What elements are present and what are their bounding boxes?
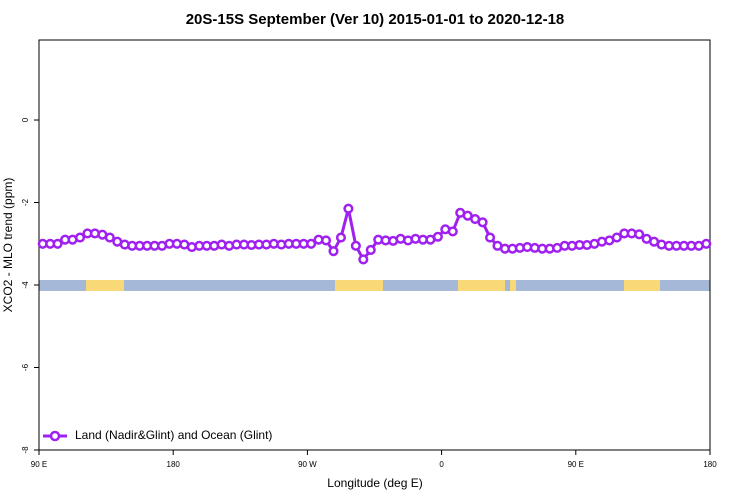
point <box>358 254 369 265</box>
point <box>432 231 443 242</box>
x-tick-label: 90 E <box>568 460 584 469</box>
point <box>634 229 645 240</box>
legend-marker <box>49 430 61 442</box>
point <box>477 217 488 228</box>
point <box>485 232 496 243</box>
legend-label: Land (Nadir&Glint) and Ocean (Glint) <box>75 428 272 442</box>
y-tick-label: -8 <box>21 446 30 454</box>
point <box>320 235 332 246</box>
point <box>447 226 458 237</box>
point <box>74 232 86 243</box>
land-band <box>86 280 124 291</box>
x-tick-label: 180 <box>167 460 181 469</box>
point <box>104 232 115 243</box>
y-tick-label: -6 <box>21 363 30 371</box>
y-tick-label: 0 <box>21 117 30 122</box>
land-band <box>335 280 383 291</box>
point <box>52 238 63 249</box>
point <box>343 203 354 214</box>
point <box>701 238 712 249</box>
y-tick-label: -4 <box>21 281 30 289</box>
land-band <box>624 280 660 291</box>
point <box>611 232 622 243</box>
y-tick-label: -2 <box>21 198 30 206</box>
y-axis-label: XCO2 - MLO trend (ppm) <box>1 178 15 313</box>
x-axis-label: Longitude (deg E) <box>327 476 422 490</box>
point <box>350 240 361 251</box>
x-tick-label: 0 <box>439 460 444 469</box>
point <box>335 232 347 243</box>
surface-band <box>39 280 710 291</box>
point <box>306 238 317 249</box>
point <box>328 246 339 257</box>
chart-title: 20S-15S September (Ver 10) 2015-01-01 to… <box>186 11 565 28</box>
x-tick-label: 180 <box>703 460 717 469</box>
x-tick-label: 90 W <box>298 460 317 469</box>
land-band <box>510 280 516 291</box>
x-tick-label: 90 E <box>31 460 47 469</box>
point <box>365 244 376 255</box>
land-band <box>458 280 505 291</box>
